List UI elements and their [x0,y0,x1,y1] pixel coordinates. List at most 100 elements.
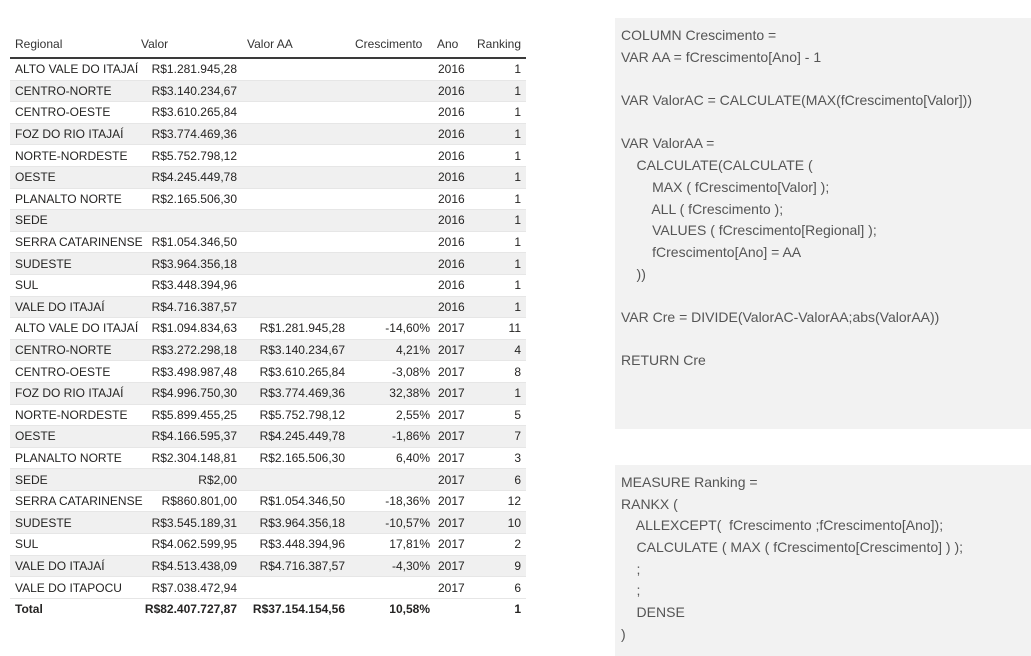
column-header-ranking[interactable]: Ranking [472,35,526,59]
table-row[interactable]: NORTE-NORDESTE R$5.752.798,12 2016 1 [10,144,526,167]
column-header-ano[interactable]: Ano [435,35,472,59]
cell-regional: VALE DO ITAPOCU [10,576,136,599]
cell-regional: FOZ DO RIO ITAJAÍ [10,382,136,405]
table-row[interactable]: FOZ DO RIO ITAJAÍ R$3.774.469,36 2016 1 [10,123,526,146]
cell-valor: R$2.165.506,30 [136,188,242,211]
cell-valor-aa: R$2.165.506,30 [242,447,350,470]
cell-crescimento: -4,30% [350,555,435,578]
table-row[interactable]: SEDE 2016 1 [10,209,526,232]
cell-crescimento: 4,21% [350,339,435,362]
code-line: VALUES ( fCrescimento[Regional] ); [621,222,877,239]
code-line: MAX ( fCrescimento[Valor] ); [621,178,830,195]
cell-regional: SERRA CATARINENSE [10,231,143,254]
table-row[interactable]: SUL R$4.062.599,95 R$3.448.394,96 17,81% 201… [10,533,526,556]
cell-ano: 2016 [435,166,472,189]
table-row[interactable]: VALE DO ITAJAÍ R$4.513.438,09 R$4.716.387,… [10,555,526,578]
table-row[interactable]: SUDESTE R$3.545.189,31 R$3.964.356,18 -10,5… [10,511,526,535]
code-line: ALLEXCEPT( fCrescimento ;fCrescimento[An… [621,517,944,534]
cell-crescimento [350,101,435,124]
table-row[interactable]: NORTE-NORDESTE R$5.899.455,25 R$5.752.798,… [10,404,526,427]
code-line [621,285,1031,307]
cell-valor-aa: R$1.281.945,28 [242,317,350,340]
cell-valor-aa: R$4.716.387,57 [242,555,350,578]
table-row[interactable]: ALTO VALE DO ITAJAÍ R$1.281.945,28 2016 1 [10,58,526,81]
table-row[interactable]: SUL R$3.448.394,96 2016 1 [10,274,526,297]
table-row[interactable]: PLANALTO NORTE R$2.304.148,81 R$2.165.506,… [10,447,526,470]
cell-regional: VALE DO ITAJAÍ [10,296,136,319]
table-row[interactable]: CENTRO-OESTE R$3.610.265,84 2016 1 [10,101,526,124]
cell-valor: R$5.752.798,12 [136,144,242,167]
cell-crescimento [350,576,435,599]
code-line [621,112,1031,134]
cell-ano: 2017 [435,425,472,448]
table-row[interactable]: OESTE R$4.245.449,78 2016 1 [10,166,526,189]
cell-regional: ALTO VALE DO ITAJAÍ [10,317,138,340]
table-row[interactable]: ALTO VALE DO ITAJAÍ R$1.094.834,63 R$1.281… [10,317,526,340]
cell-crescimento: -3,08% [350,360,435,383]
cell-ranking: 1 [472,188,526,211]
cell-crescimento [350,296,435,319]
cell-valor: R$4.245.449,78 [136,166,242,189]
cell-regional: CENTRO-OESTE [10,360,136,383]
cell-crescimento: -10,57% [350,511,435,535]
cell-valor-aa [242,231,350,254]
cell-regional: SEDE [10,468,136,491]
cell-valor: R$3.545.189,31 [136,511,242,535]
cell-valor: R$860.801,00 [136,490,242,513]
table-row[interactable]: CENTRO-NORTE R$3.140.234,67 2016 1 [10,80,526,103]
cell-valor-aa: R$3.448.394,96 [242,533,350,556]
table-row[interactable]: OESTE R$4.166.595,37 R$4.245.449,78 -1,86% 2… [10,425,526,448]
total-row: Total R$82.407.727,87 R$37.154.154,56 10… [10,597,526,620]
total-valor-aa: R$37.154.154,56 [242,597,350,620]
table-row[interactable]: CENTRO-OESTE R$3.498.987,48 R$3.610.265,84… [10,360,526,383]
cell-ranking: 1 [472,101,526,124]
cell-ranking: 1 [472,382,526,405]
column-header-valor[interactable]: Valor [136,35,242,59]
cell-regional: CENTRO-OESTE [10,101,136,124]
cell-crescimento [350,166,435,189]
cell-valor-aa [242,209,350,232]
data-table-visual[interactable]: Regional Valor Valor AA Crescimento Ano … [10,35,526,620]
table-row[interactable]: VALE DO ITAPOCU R$7.038.472,94 2017 6 [10,576,526,599]
dax-code-block-ranking: MEASURE Ranking = RANKX ( ALLEXCEPT( fCre… [615,465,1031,656]
column-header-valor-aa[interactable]: Valor AA [242,35,350,59]
cell-valor: R$1.094.834,63 [136,317,242,340]
total-ranking: 1 [472,597,526,620]
cell-ano: 2016 [435,231,472,254]
code-line: VAR AA = fCrescimento[Ano] - 1 [621,48,822,65]
cell-regional: SUDESTE [10,511,136,535]
column-header-crescimento[interactable]: Crescimento [350,35,435,59]
cell-crescimento: -1,86% [350,425,435,448]
cell-ranking: 9 [472,555,526,578]
table-row[interactable]: SEDE R$2,00 2017 6 [10,468,526,491]
table-row[interactable]: SERRA CATARINENSE R$1.054.346,50 2016 1 [10,231,526,254]
table-row[interactable]: SERRA CATARINENSE R$860.801,00 R$1.054.346… [10,490,526,513]
cell-crescimento [350,252,435,275]
cell-regional: SERRA CATARINENSE [10,490,143,513]
table-row[interactable]: PLANALTO NORTE R$2.165.506,30 2016 1 [10,188,526,211]
cell-valor-aa [242,188,350,211]
cell-crescimento [350,188,435,211]
cell-regional: SEDE [10,209,136,232]
cell-regional: SUDESTE [10,252,136,275]
cell-ranking: 1 [472,274,526,297]
cell-valor: R$7.038.472,94 [136,576,242,599]
cell-regional: PLANALTO NORTE [10,188,136,211]
cell-ranking: 2 [472,533,526,556]
cell-ranking: 1 [472,58,526,81]
table-row[interactable]: SUDESTE R$3.964.356,18 2016 1 [10,252,526,275]
cell-valor: R$4.996.750,30 [136,382,242,405]
table-row[interactable]: VALE DO ITAJAÍ R$4.716.387,57 2016 1 [10,296,526,319]
code-line: ; [621,582,641,599]
table-row[interactable]: FOZ DO RIO ITAJAÍ R$4.996.750,30 R$3.774.4… [10,382,526,405]
cell-valor-aa [242,80,350,103]
cell-valor-aa [242,123,350,146]
cell-valor-aa: R$3.964.356,18 [242,511,350,535]
table-row[interactable]: CENTRO-NORTE R$3.272.298,18 R$3.140.234,67… [10,339,526,362]
cell-valor-aa: R$3.140.234,67 [242,339,350,362]
cell-crescimento [350,209,435,232]
column-header-regional[interactable]: Regional [10,35,136,59]
cell-ranking: 1 [472,209,526,232]
code-line: MEASURE Ranking = [621,474,758,490]
cell-ano: 2016 [435,101,472,124]
